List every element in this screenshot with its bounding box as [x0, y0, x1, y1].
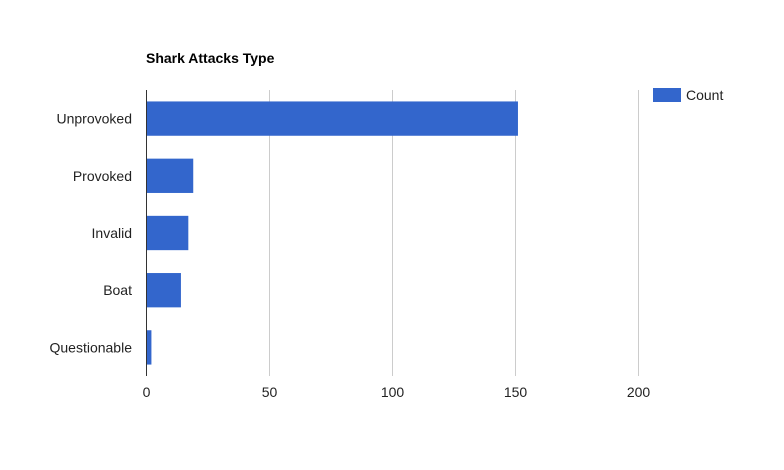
- y-category-label: Questionable: [49, 339, 132, 355]
- x-tick-label: 200: [627, 384, 651, 400]
- x-axis-labels: 0 50 100 150 200: [143, 384, 651, 400]
- bars: [146, 101, 518, 365]
- x-tick-label: 150: [504, 384, 528, 400]
- bar-invalid[interactable]: [146, 215, 189, 251]
- legend-swatch: [653, 88, 681, 102]
- y-axis-labels: Unprovoked Provoked Invalid Boat Questionabl…: [49, 111, 132, 356]
- chart-title: Shark Attacks Type: [146, 50, 275, 66]
- y-category-label: Invalid: [92, 225, 132, 241]
- y-category-label: Boat: [103, 282, 132, 298]
- y-category-label: Provoked: [73, 168, 132, 184]
- x-tick-label: 0: [143, 384, 151, 400]
- bar-questionable[interactable]: [146, 330, 152, 365]
- legend[interactable]: Count: [653, 87, 723, 103]
- y-category-label: Unprovoked: [57, 111, 133, 127]
- x-tick-label: 50: [262, 384, 278, 400]
- bar-boat[interactable]: [146, 273, 181, 308]
- bar-unprovoked[interactable]: [146, 101, 518, 136]
- legend-label: Count: [686, 87, 723, 103]
- gridlines: [269, 90, 639, 376]
- x-tick-label: 100: [381, 384, 405, 400]
- bar-provoked[interactable]: [146, 158, 194, 193]
